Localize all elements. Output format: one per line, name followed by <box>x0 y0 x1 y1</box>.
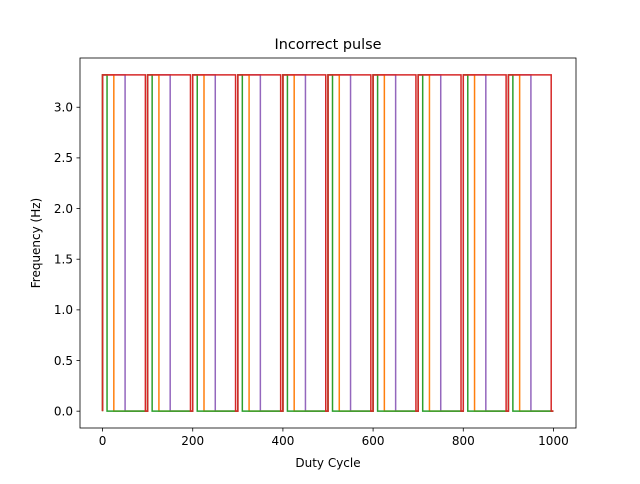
y-tick-label: 0.5 <box>54 354 73 368</box>
series-layer <box>101 74 554 412</box>
x-tick-label: 0 <box>99 434 107 448</box>
y-tick-label: 3.0 <box>54 101 73 115</box>
y-tick-label: 0.0 <box>54 404 73 418</box>
y-tick-label: 2.5 <box>54 151 73 165</box>
series-line-4 <box>101 74 554 412</box>
y-tick-label: 2.0 <box>54 202 73 216</box>
y-tick-label: 1.0 <box>54 303 73 317</box>
y-tick-label: 1.5 <box>54 253 73 267</box>
y-axis-label: Frequency (Hz) <box>29 198 43 289</box>
x-tick-label: 600 <box>362 434 385 448</box>
x-axis-label: Duty Cycle <box>295 456 360 470</box>
x-tick-label: 800 <box>452 434 475 448</box>
chart-title: Incorrect pulse <box>275 37 382 53</box>
y-axis: 0.0 0.5 1.0 1.5 2.0 2.5 3.0 <box>54 101 80 418</box>
x-tick-label: 200 <box>181 434 204 448</box>
x-tick-label: 1000 <box>538 434 569 448</box>
plot-area-frame <box>79 57 577 429</box>
x-axis: 0 200 400 600 800 1000 <box>99 428 569 448</box>
x-tick-label: 400 <box>271 434 294 448</box>
